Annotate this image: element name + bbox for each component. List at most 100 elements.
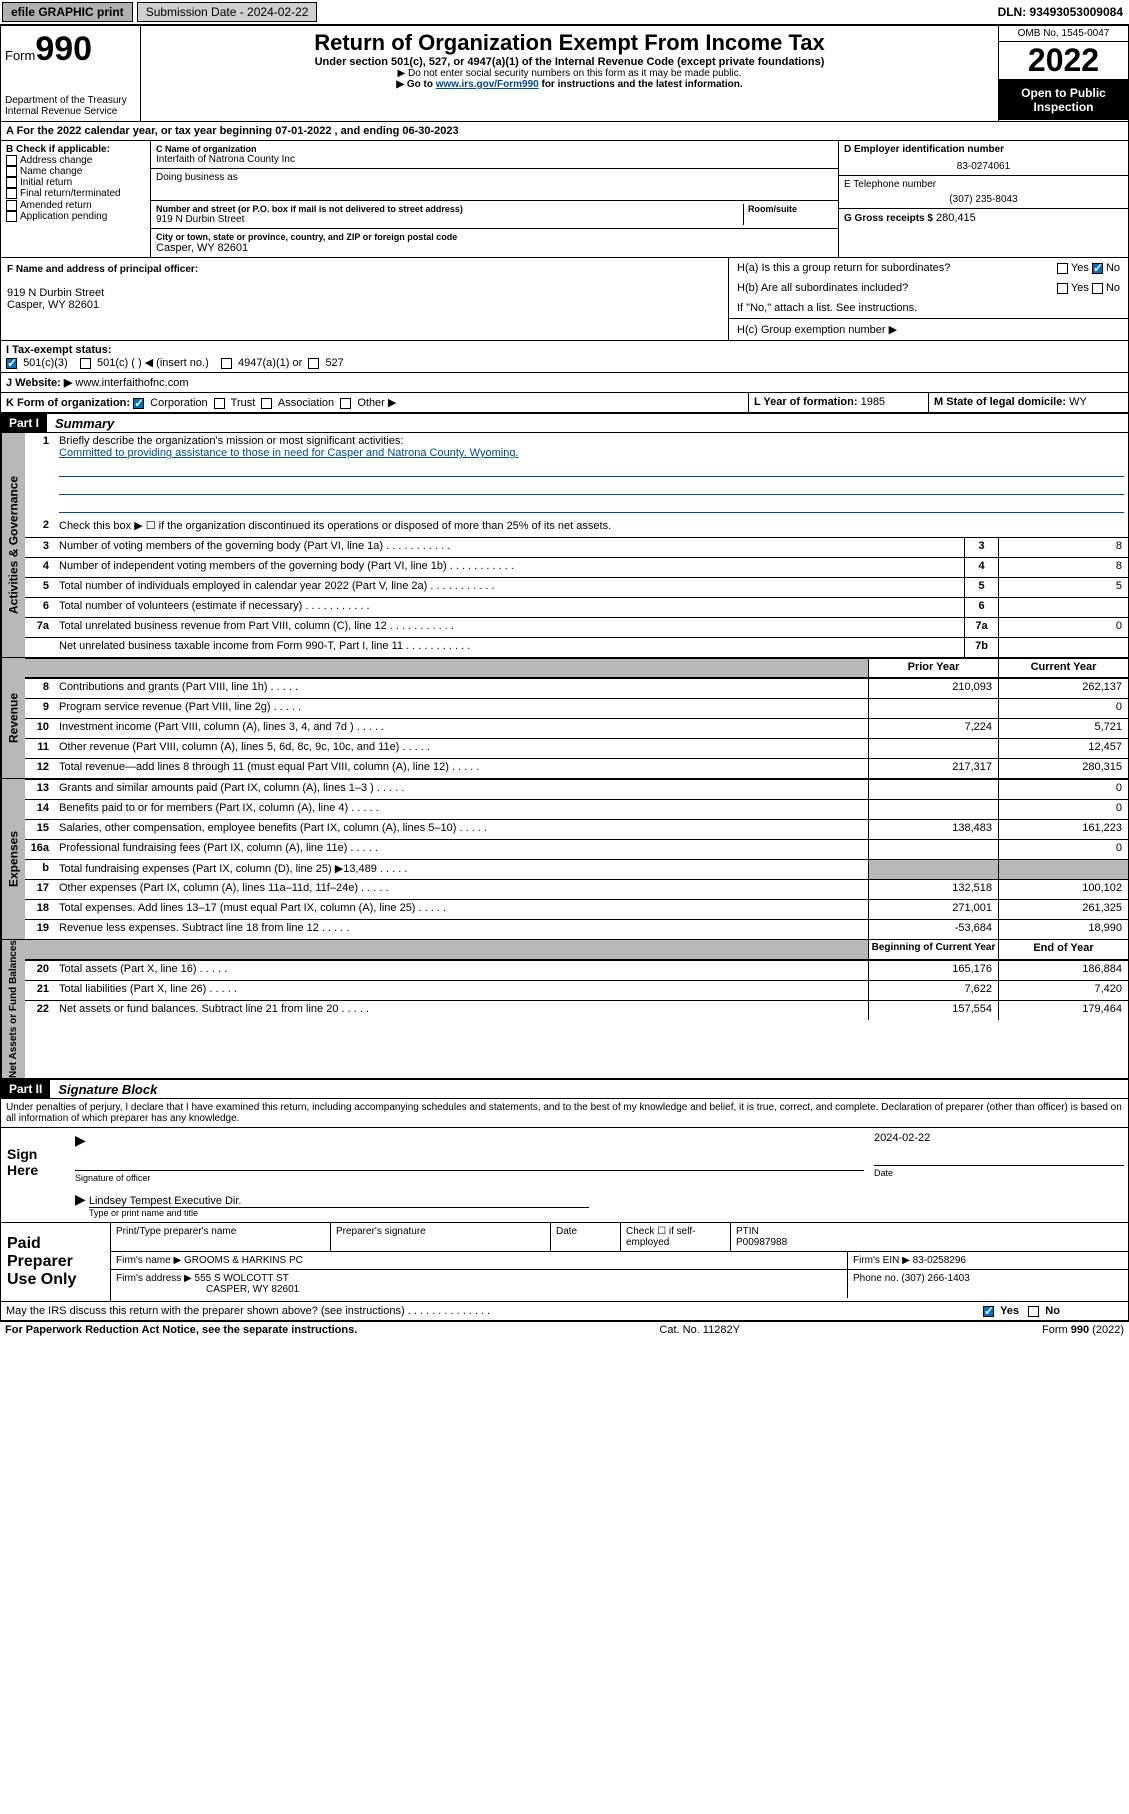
current-value: 12,457: [998, 739, 1128, 758]
line-text: Program service revenue (Part VIII, line…: [55, 699, 868, 718]
prior-value: 210,093: [868, 679, 998, 698]
chk-hb-no[interactable]: [1092, 283, 1103, 294]
prior-value: 132,518: [868, 880, 998, 899]
no-discuss: No: [1045, 1305, 1060, 1317]
year-formation: 1985: [861, 396, 885, 408]
line-text: Total number of volunteers (estimate if …: [55, 598, 964, 617]
d-label: D Employer identification number: [844, 144, 1123, 155]
prior-value: 157,554: [868, 1001, 998, 1020]
line-num: 21: [25, 981, 55, 1000]
opt-527: 527: [325, 357, 343, 369]
line-value: 0: [998, 618, 1128, 637]
vtab-revenue: Revenue: [1, 658, 25, 778]
firm-ein-label: Firm's EIN ▶: [853, 1255, 910, 1266]
line-text: Investment income (Part VIII, column (A)…: [55, 719, 868, 738]
chk-application-pending[interactable]: [6, 211, 17, 222]
chk-other[interactable]: [340, 398, 351, 409]
note2-pre: ▶ Go to: [396, 79, 435, 90]
part2-title: Signature Block: [50, 1082, 157, 1097]
col-end-year: End of Year: [998, 940, 1128, 959]
chk-name-change[interactable]: [6, 166, 17, 177]
chk-association[interactable]: [261, 398, 272, 409]
chk-hb-yes[interactable]: [1057, 283, 1068, 294]
line-num: 16a: [25, 840, 55, 859]
arrow-icon: ▶: [75, 1132, 86, 1148]
footer-form-pre: Form: [1042, 1324, 1071, 1336]
firm-name-label: Firm's name ▶: [116, 1255, 181, 1266]
prep-selfemp-hdr: Check ☐ if self-employed: [621, 1223, 731, 1251]
irs-link[interactable]: www.irs.gov/Form990: [436, 79, 539, 90]
line-text: Total liabilities (Part X, line 26) . . …: [55, 981, 868, 1000]
chk-ha-no[interactable]: [1092, 263, 1103, 274]
c-name-label: C Name of organization: [156, 144, 833, 154]
line-text: Professional fundraising fees (Part IX, …: [55, 840, 868, 859]
chk-501c[interactable]: [80, 358, 91, 369]
form-subtitle: Under section 501(c), 527, or 4947(a)(1)…: [145, 56, 994, 68]
firm-name: GROOMS & HARKINS PC: [184, 1255, 303, 1266]
chk-ha-yes[interactable]: [1057, 263, 1068, 274]
chk-trust[interactable]: [214, 398, 225, 409]
line-2-num: 2: [25, 517, 55, 537]
b-label: B Check if applicable:: [6, 144, 145, 155]
vtab-expenses: Expenses: [1, 779, 25, 939]
net-hdr-blank1: [25, 940, 55, 959]
line-text: Benefits paid to or for members (Part IX…: [55, 800, 868, 819]
line-num: 10: [25, 719, 55, 738]
firm-phone: (307) 266-1403: [901, 1273, 969, 1284]
current-value: 0: [998, 840, 1128, 859]
opt-amended-return: Amended return: [20, 200, 92, 211]
current-value: 7,420: [998, 981, 1128, 1000]
firm-city: CASPER, WY 82601: [206, 1284, 299, 1295]
footer-form-post: (2022): [1089, 1324, 1124, 1336]
line-1-num: 1: [25, 433, 55, 517]
chk-final-return[interactable]: [6, 188, 17, 199]
line-num: 17: [25, 880, 55, 899]
line-text: Total revenue—add lines 8 through 11 (mu…: [55, 759, 868, 778]
no-label-hb: No: [1106, 282, 1120, 294]
chk-discuss-no[interactable]: [1028, 1306, 1039, 1317]
chk-527[interactable]: [308, 358, 319, 369]
line-box: 7b: [964, 638, 998, 657]
chk-501c3[interactable]: [6, 358, 17, 369]
line-num: 5: [25, 578, 55, 597]
opt-name-change: Name change: [20, 166, 82, 177]
line-text: Net assets or fund balances. Subtract li…: [55, 1001, 868, 1020]
line-num: 19: [25, 920, 55, 939]
sig-officer-label: Signature of officer: [75, 1173, 864, 1183]
current-value: 100,102: [998, 880, 1128, 899]
officer-name: Lindsey Tempest Executive Dir.: [89, 1195, 589, 1208]
name-title-label: Type or print name and title: [89, 1208, 1124, 1218]
prior-value: 271,001: [868, 900, 998, 919]
line-text: Total assets (Part X, line 16) . . . . .: [55, 961, 868, 980]
line-text: Grants and similar amounts paid (Part IX…: [55, 780, 868, 799]
phone-value: (307) 235-8043: [844, 194, 1123, 205]
dba-label: Doing business as: [156, 172, 833, 183]
sign-date: 2024-02-22: [874, 1132, 1124, 1144]
date-line: [874, 1144, 1124, 1166]
chk-discuss-yes[interactable]: [983, 1306, 994, 1317]
chk-amended-return[interactable]: [6, 200, 17, 211]
e-label: E Telephone number: [844, 179, 1123, 190]
yes-label-ha: Yes: [1071, 262, 1089, 274]
rev-hdr-blank2: [55, 659, 868, 677]
line-2-text: Check this box ▶ ☐ if the organization d…: [55, 517, 1128, 537]
efile-print-button[interactable]: efile GRAPHIC print: [2, 2, 133, 22]
firm-phone-label: Phone no.: [853, 1273, 899, 1284]
line-num: 22: [25, 1001, 55, 1020]
catalog-number: Cat. No. 11282Y: [659, 1324, 740, 1336]
line-text: Net unrelated business taxable income fr…: [55, 638, 964, 657]
rev-hdr-blank1: [25, 659, 55, 677]
prior-value: 217,317: [868, 759, 998, 778]
opt-association: Association: [278, 397, 334, 409]
prior-value: [868, 860, 998, 879]
line-num: [25, 638, 55, 657]
line-text: Other expenses (Part IX, column (A), lin…: [55, 880, 868, 899]
mission-blank-3: [59, 497, 1124, 513]
dept-label: Department of the Treasury Internal Reve…: [5, 95, 136, 117]
addr-label: Number and street (or P.O. box if mail i…: [156, 204, 743, 214]
chk-4947[interactable]: [221, 358, 232, 369]
chk-initial-return[interactable]: [6, 177, 17, 188]
part1-title: Summary: [47, 416, 114, 431]
chk-address-change[interactable]: [6, 155, 17, 166]
chk-corporation[interactable]: [133, 398, 144, 409]
